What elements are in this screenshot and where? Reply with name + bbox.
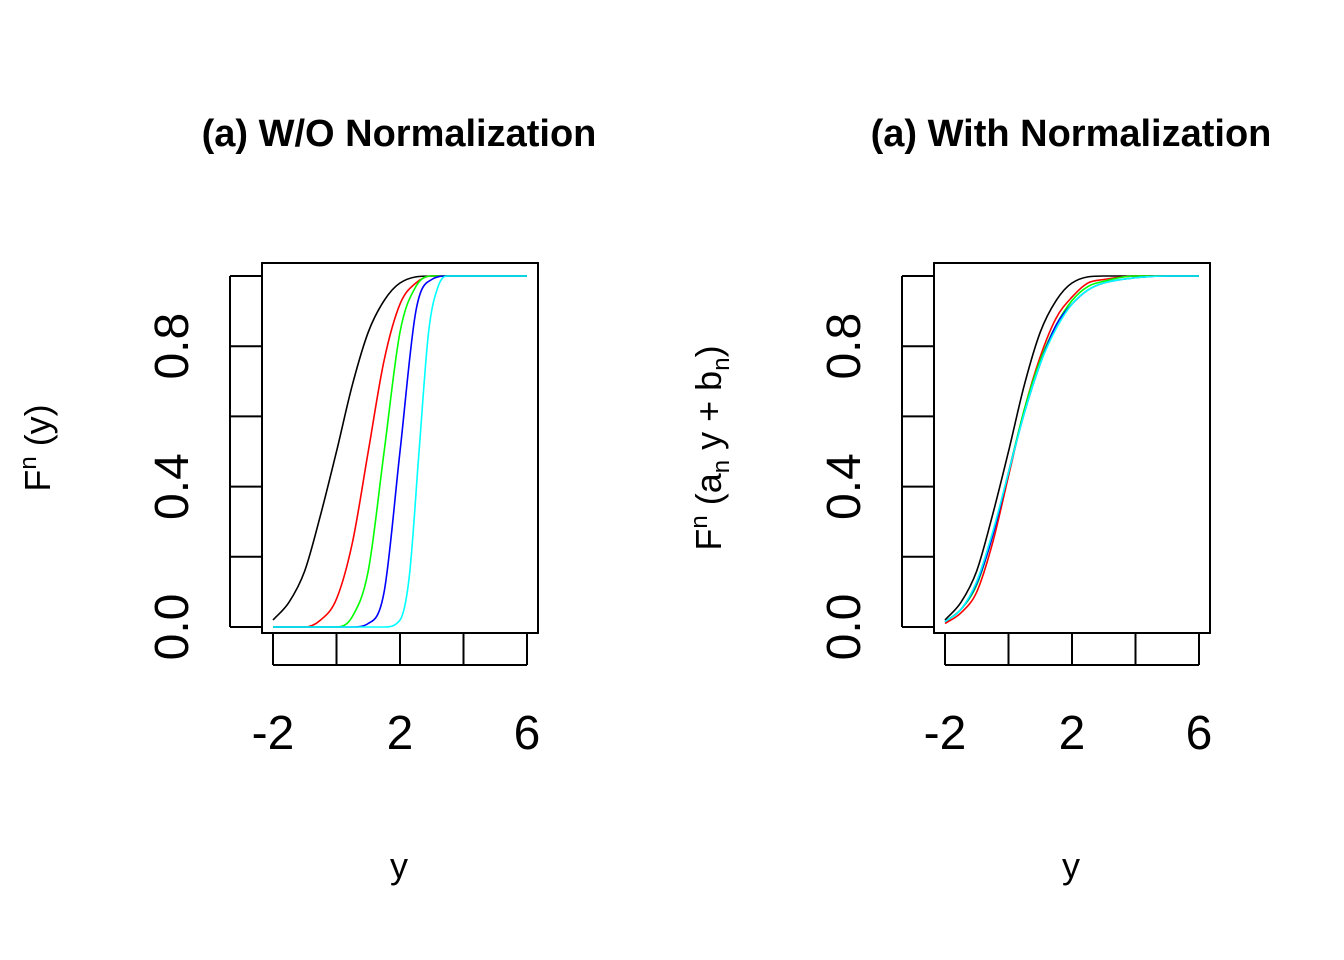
x-tick-label: -2 — [252, 707, 295, 760]
x-tick-label: 2 — [387, 707, 414, 760]
panel-left: (a) W/O Normalization -2 2 6 0.0 0.4 0.8 y F… — [15, 113, 596, 886]
y-axis: 0.0 0.4 0.8 — [818, 275, 934, 661]
y-label-sup: n — [15, 456, 42, 469]
y-label-open: (a — [688, 472, 729, 515]
y-label-base: F — [688, 529, 729, 551]
y-tick-label: 0.0 — [818, 594, 871, 661]
x-axis: -2 2 6 — [924, 633, 1213, 760]
y-axis-label: Fn (y) — [15, 404, 58, 491]
y-label-sub2: n — [708, 357, 735, 370]
x-axis: -2 2 6 — [252, 633, 541, 760]
x-axis-label: y — [1062, 845, 1080, 886]
y-label-sub1: n — [708, 460, 735, 473]
x-tick-label: 6 — [514, 707, 541, 760]
y-label-rest: (y) — [17, 404, 58, 456]
x-tick-label: -2 — [924, 707, 967, 760]
chart-title: (a) With Normalization — [871, 113, 1272, 155]
y-label-sup: n — [686, 515, 713, 528]
series-group — [944, 275, 1199, 625]
x-tick-label: 6 — [1186, 707, 1213, 760]
y-label-base: F — [17, 470, 58, 492]
y-label-close: ) — [688, 345, 729, 357]
panel-right: (a) With Normalization -2 2 6 0.0 0.4 0.8 y … — [686, 113, 1271, 886]
y-tick-label: 0.4 — [146, 453, 199, 520]
y-label-mid: y + b — [688, 371, 729, 460]
x-axis-label: y — [390, 845, 408, 886]
series-line-5 — [944, 275, 1199, 623]
y-tick-label: 0.4 — [818, 453, 871, 520]
y-axis-label: Fn (an y + bn) — [686, 345, 735, 550]
series-group — [272, 275, 527, 628]
y-tick-label: 0.8 — [818, 313, 871, 380]
x-tick-label: 2 — [1059, 707, 1086, 760]
chart-title: (a) W/O Normalization — [202, 113, 597, 155]
y-tick-label: 0.0 — [146, 594, 199, 661]
y-tick-label: 0.8 — [146, 313, 199, 380]
y-axis: 0.0 0.4 0.8 — [146, 275, 262, 661]
series-line-5 — [273, 275, 527, 628]
